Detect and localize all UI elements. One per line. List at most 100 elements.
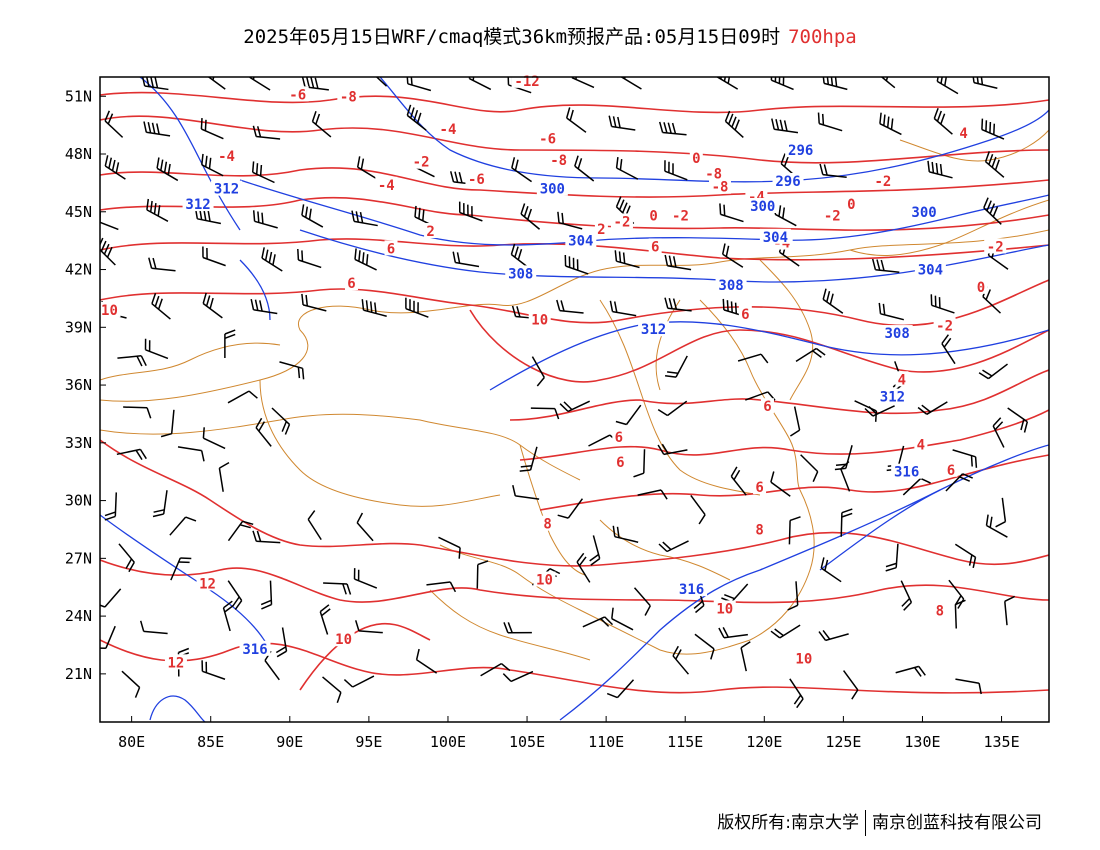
wind-barb-feather (362, 252, 365, 264)
height-label-bg (876, 388, 908, 404)
wind-barb-staff (567, 498, 584, 519)
wind-barb-feather (152, 257, 157, 269)
wind-barb-staff (740, 647, 747, 672)
wind-barb-staff (770, 481, 791, 497)
wind-barb-feather (361, 299, 365, 311)
wind-barb-feather (281, 421, 288, 432)
wind-barb-feather (818, 631, 827, 641)
wind-barb-feather (250, 298, 255, 310)
wind-barb-feather (369, 301, 373, 313)
wind-barb-feather (817, 112, 820, 124)
boundary-line (100, 413, 581, 481)
temperature-label-bg (164, 654, 187, 670)
lat-tick-label: 51N (65, 87, 92, 105)
wind-barb-feather (104, 110, 110, 122)
wind-barb-feather (157, 205, 161, 217)
wind-barb-feather (880, 65, 884, 75)
temperature-label-bg (594, 221, 608, 237)
wind-barb-feather (261, 247, 265, 259)
wind-barb-feather (725, 245, 730, 257)
temperature-isoline (100, 196, 1049, 231)
wind-barb-feather (917, 406, 928, 415)
wind-barb-feather (980, 77, 984, 85)
wind-barb-feather (153, 203, 157, 215)
wind-barb-feather (259, 300, 263, 312)
temperature-label: 4 (898, 372, 906, 388)
temperature-label-bg (337, 88, 360, 104)
wind-barb-feather (100, 604, 106, 608)
temperature-label: 6 (615, 430, 623, 446)
temperature-label: 10 (531, 313, 548, 329)
temperature-label-bg (384, 240, 398, 256)
wind-barb-feather (978, 372, 989, 380)
wind-barb-feather (734, 119, 740, 131)
wind-barb-staff (902, 477, 922, 496)
height-label-bg (891, 463, 923, 479)
wind-barb-feather (976, 77, 979, 84)
temperature-label-bg (669, 207, 692, 223)
height-isoline (100, 514, 271, 651)
wind-barb-feather (477, 560, 489, 566)
wind-barb-feather (660, 489, 668, 500)
wind-barb-feather (823, 164, 828, 176)
height-label: 312 (214, 182, 239, 198)
wind-barb-feather (730, 466, 738, 477)
wind-barb-feather (219, 461, 230, 469)
temperature-isoline (100, 91, 1049, 114)
wind-barb-feather (962, 473, 973, 479)
wind-barb-feather (719, 203, 722, 215)
boundary-line (849, 199, 1049, 256)
lat-tick-label: 21N (65, 665, 92, 683)
temperature-isoline (519, 409, 1049, 461)
height-label-bg (505, 265, 537, 281)
wind-barb-feather (824, 559, 829, 571)
wind-barb-feather (1020, 419, 1025, 431)
wind-barb-feather (815, 347, 826, 356)
wind-barb-feather (783, 120, 788, 132)
map-axes: 80E 85E 90E 95E 100E 105E 110E 115E 120E 125E 130E… (65, 87, 1020, 751)
wind-barb-feather (787, 604, 799, 611)
wind-barb-feather (139, 620, 145, 632)
wind-barb-feather (726, 300, 729, 312)
wind-barb-feather (301, 368, 305, 380)
wind-barb-feather (664, 254, 669, 266)
wind-barb-staff (515, 495, 540, 500)
wind-barb-feather (994, 421, 1004, 431)
wind-barb-feather (927, 160, 931, 172)
wind-barb-feather (775, 119, 780, 131)
wind-barb-staff (170, 409, 175, 434)
wind-barb-feather (731, 116, 737, 128)
wind-barb-feather (841, 512, 853, 518)
lon-tick-label: 80E (118, 733, 145, 751)
height-label-bg (772, 172, 804, 188)
temperature-label: -2 (413, 155, 430, 171)
wind-barb-feather (452, 251, 457, 263)
height-label-bg (536, 180, 568, 196)
wind-barb-staff (795, 581, 799, 606)
wind-barb-staff (625, 404, 642, 425)
wind-barb-feather (796, 698, 804, 709)
wind-barb-feather (297, 367, 301, 379)
wind-barb-feather (826, 291, 831, 303)
wind-barb-feather (995, 521, 1006, 528)
wind-barb-feather (255, 163, 259, 175)
boundary-line (259, 379, 501, 507)
height-label: 300 (540, 182, 565, 198)
wind-barb-feather (992, 206, 999, 217)
wind-barb-feather (514, 246, 519, 258)
wind-barb-feather (242, 520, 254, 526)
temperature-label: 6 (387, 241, 395, 257)
wind-barb-feather (526, 208, 533, 220)
wind-barb-staff (100, 221, 119, 231)
temperature-label-bg (286, 86, 309, 102)
wind-barb-feather (778, 205, 782, 217)
temperature-label-bg (424, 223, 438, 239)
wind-barb-staff (1001, 497, 1007, 522)
wind-barb-feather (178, 647, 190, 654)
wind-barb-feather (206, 64, 209, 75)
lat-tick-label: 30N (65, 492, 92, 510)
map-title: 2025年05月15日WRF/cmaq模式36km预报产品:05月15日09时 7… (0, 22, 1100, 49)
wind-barb-feather (511, 305, 517, 317)
temperature-label: 10 (101, 303, 118, 319)
wind-barb-feather (782, 207, 786, 219)
